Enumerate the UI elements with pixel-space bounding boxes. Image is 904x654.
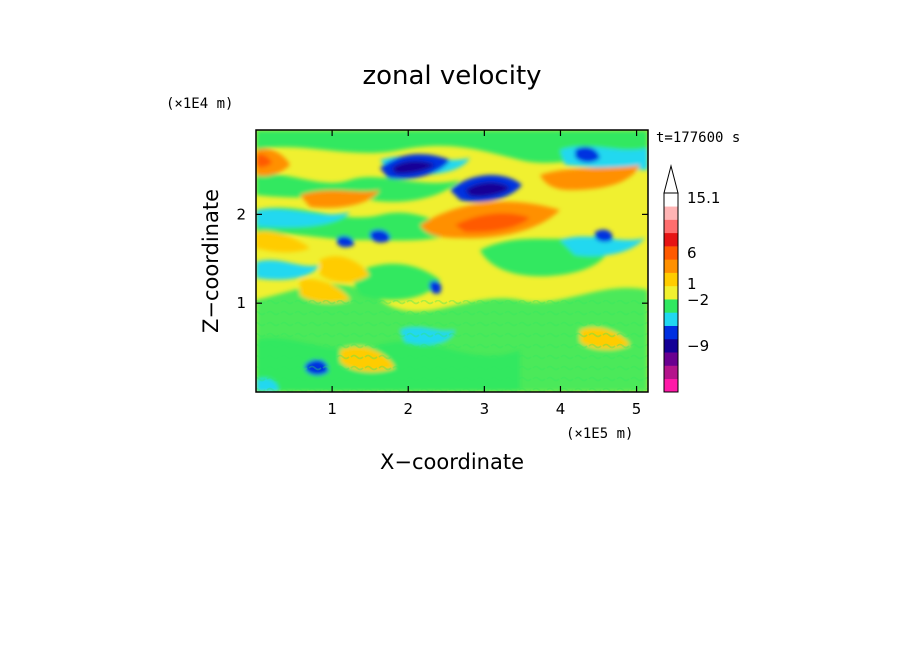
y-tick-label: 1: [236, 294, 246, 312]
colorbar-frame: [663, 192, 679, 393]
x-tick-label: 3: [480, 400, 490, 418]
colorbar-overflow-arrow: [663, 164, 679, 194]
x-tick-label: 5: [632, 400, 642, 418]
colorbar-label: −9: [687, 337, 709, 355]
x-tick-label: 1: [327, 400, 337, 418]
plot-frame: [255, 129, 649, 393]
colorbar-cell: [664, 219, 678, 234]
colorbar-cell: [664, 352, 678, 366]
colorbar-cell: [664, 365, 678, 380]
x-unit-label: (×1E5 m): [566, 426, 633, 442]
colorbar-cell: [664, 232, 678, 247]
colorbar-cell: [664, 206, 678, 220]
colorbar-cell: [664, 193, 678, 207]
colorbar-cell: [664, 312, 678, 326]
colorbar-cell: [664, 378, 678, 393]
colorbar-label: 6: [687, 244, 697, 262]
x-ticks: 1 2 3 4 5: [327, 130, 641, 418]
y-axis-label: Z−coordinate: [199, 189, 223, 333]
y-tick-label: 2: [236, 205, 246, 223]
colorbar: 15.1 6 1 −2 −9: [663, 164, 720, 393]
chart-title: zonal velocity: [362, 61, 541, 91]
colorbar-label: 15.1: [687, 189, 720, 207]
colorbar-cell: [664, 272, 678, 287]
x-tick-label: 4: [556, 400, 566, 418]
time-label: t=177600 s: [656, 130, 740, 146]
x-axis-label: X−coordinate: [380, 450, 524, 474]
colorbar-cell: [664, 259, 678, 273]
colorbar-label: 1: [687, 275, 697, 293]
colorbar-cell: [664, 285, 678, 300]
colorbar-cell: [664, 246, 678, 260]
colorbar-label: −2: [687, 291, 709, 309]
y-unit-label: (×1E4 m): [166, 96, 233, 112]
colorbar-cell: [664, 299, 678, 313]
y-ticks: 12: [236, 205, 648, 312]
colorbar-cell: [664, 325, 678, 340]
contour-field: [256, 130, 648, 392]
colorbar-cell: [664, 338, 678, 353]
x-tick-label: 2: [403, 400, 413, 418]
